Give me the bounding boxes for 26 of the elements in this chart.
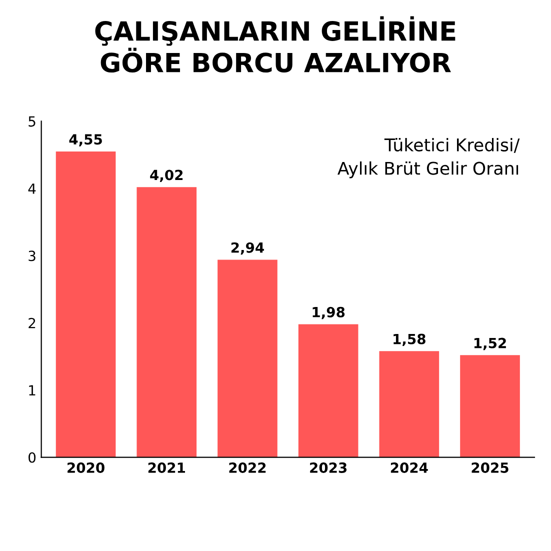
y-tick-label: 1	[29, 385, 36, 396]
data-label: 2,94	[231, 242, 264, 255]
x-tick-label: 2025	[472, 462, 508, 473]
bar	[379, 351, 440, 458]
data-label: 4,02	[150, 170, 183, 182]
bar	[136, 187, 197, 458]
y-tick-label: 3	[28, 250, 36, 262]
x-tick-label: 2022	[229, 462, 266, 473]
x-tick-label: 2024	[390, 462, 428, 473]
bar	[460, 355, 520, 458]
y-tick-label: 5	[28, 116, 36, 127]
data-label: 1,98	[312, 306, 345, 320]
y-tick-label: 4	[28, 184, 36, 194]
y-tick-label: 2	[28, 318, 36, 328]
data-label: 4,55	[69, 134, 102, 146]
y-tick-label: 0	[28, 452, 36, 463]
data-label: 1,52	[474, 338, 506, 350]
bar	[218, 260, 278, 458]
bar	[298, 324, 358, 458]
chart-title: ÇALIŞANLARIN GELİRİNE GÖRE BORCU AZALIYOR	[95, 16, 456, 73]
data-label: 1,58	[394, 334, 426, 346]
x-tick-label: 2021	[148, 462, 186, 473]
bar	[56, 151, 116, 458]
annotation: Tüketici Kredisi/ Aylık Brüt Gelir Oranı	[338, 138, 520, 178]
x-tick-label: 2020	[68, 462, 104, 473]
x-tick-label: 2023	[310, 462, 347, 473]
